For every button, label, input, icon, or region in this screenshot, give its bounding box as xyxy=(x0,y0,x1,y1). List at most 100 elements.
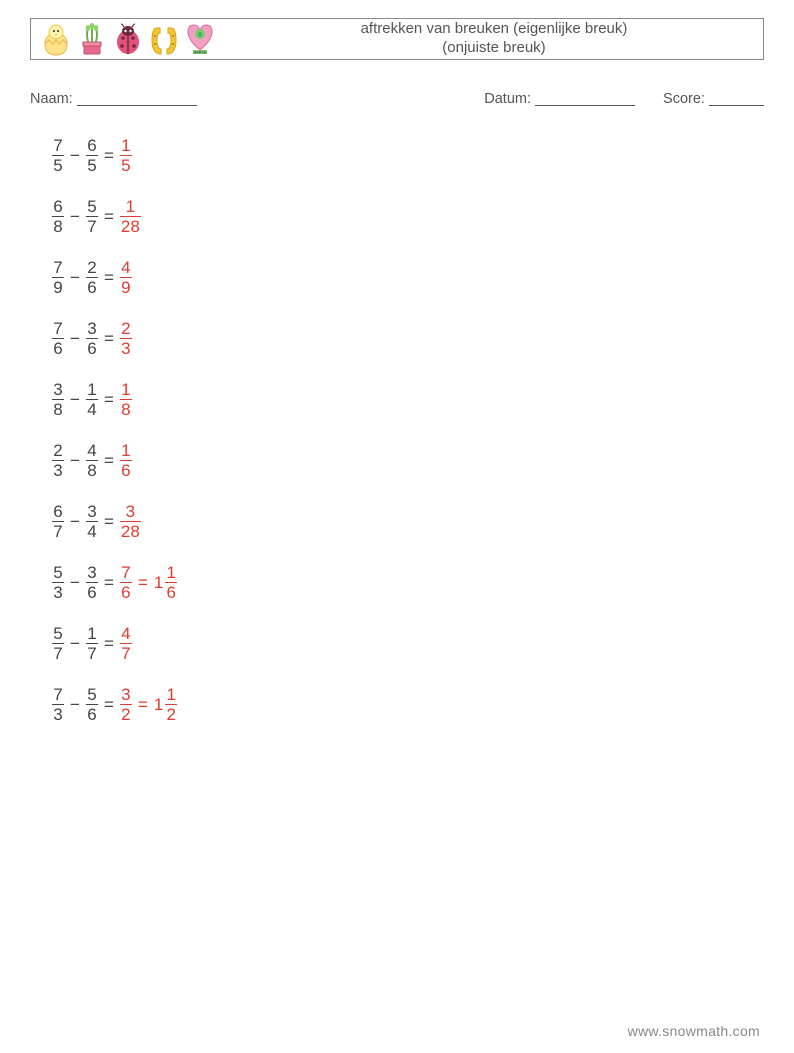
fraction: 73 xyxy=(52,686,64,723)
answer: 47 xyxy=(120,625,132,662)
operator: = xyxy=(104,268,114,288)
operator: = xyxy=(104,146,114,166)
problem-row: 73−56 = 32 = 112 xyxy=(52,686,764,723)
operator: = xyxy=(138,573,148,593)
plant-pot-icon xyxy=(77,22,107,56)
fraction: 36 xyxy=(86,564,98,601)
fraction: 79 xyxy=(52,259,64,296)
answer: 76 = 116 xyxy=(120,564,177,601)
operator: − xyxy=(70,573,80,593)
operator: = xyxy=(138,695,148,715)
info-row: Naam: Datum: Score: xyxy=(30,88,764,107)
fraction: 57 xyxy=(52,625,64,662)
date-label: Datum: xyxy=(484,91,531,107)
fraction: 76 xyxy=(52,320,64,357)
answer: 16 xyxy=(120,442,132,479)
operator: − xyxy=(70,268,80,288)
header-icons: 8 MARCH xyxy=(41,22,215,56)
fraction: 75 xyxy=(52,137,64,174)
fraction: 36 xyxy=(86,320,98,357)
chick-egg-icon xyxy=(41,22,71,56)
fraction: 15 xyxy=(120,137,132,174)
fraction: 76 xyxy=(120,564,132,601)
fraction: 128 xyxy=(120,198,141,235)
operator: − xyxy=(70,512,80,532)
worksheet-page: 8 MARCH aftrekken van breuken (eigenlijk… xyxy=(0,0,794,1053)
problem-row: 79−26 = 49 xyxy=(52,259,764,296)
fraction: 53 xyxy=(52,564,64,601)
fraction: 12 xyxy=(165,686,177,723)
problems-list: 75−65=1568−57=12879−26=4976−36=2338−14=1… xyxy=(30,137,764,723)
problem-row: 76−36 = 23 xyxy=(52,320,764,357)
operator: = xyxy=(104,695,114,715)
fraction: 16 xyxy=(120,442,132,479)
fraction: 48 xyxy=(86,442,98,479)
fraction: 32 xyxy=(120,686,132,723)
answer: 23 xyxy=(120,320,132,357)
answer: 328 xyxy=(120,503,141,540)
fraction: 57 xyxy=(86,198,98,235)
operator: − xyxy=(70,695,80,715)
fraction: 68 xyxy=(52,198,64,235)
fraction: 16 xyxy=(165,564,177,601)
fraction: 328 xyxy=(120,503,141,540)
operator: = xyxy=(104,573,114,593)
answer: 32 = 112 xyxy=(120,686,177,723)
score-label: Score: xyxy=(663,91,705,107)
problem-row: 57−17 = 47 xyxy=(52,625,764,662)
title-line2: (onjuiste breuk) xyxy=(235,39,753,58)
worksheet-title: aftrekken van breuken (eigenlijke breuk)… xyxy=(215,20,753,58)
header-box: 8 MARCH aftrekken van breuken (eigenlijk… xyxy=(30,18,764,60)
answer: 49 xyxy=(120,259,132,296)
fraction: 23 xyxy=(120,320,132,357)
name-blank[interactable] xyxy=(77,91,197,106)
problem-row: 38−14 = 18 xyxy=(52,381,764,418)
fraction: 56 xyxy=(86,686,98,723)
fraction: 38 xyxy=(52,381,64,418)
horseshoe-icon xyxy=(149,22,179,56)
answer: 15 xyxy=(120,137,132,174)
fraction: 14 xyxy=(86,381,98,418)
mixed-number: 116 xyxy=(154,564,177,601)
fraction: 23 xyxy=(52,442,64,479)
heart-march-icon: 8 MARCH xyxy=(185,22,215,56)
operator: = xyxy=(104,634,114,654)
score-field: Score: xyxy=(663,88,764,107)
date-blank[interactable] xyxy=(535,91,635,106)
operator: − xyxy=(70,390,80,410)
answer: 18 xyxy=(120,381,132,418)
score-blank[interactable] xyxy=(709,91,764,106)
footer-url: www.snowmath.com xyxy=(628,1023,760,1039)
problem-row: 23−48 = 16 xyxy=(52,442,764,479)
operator: = xyxy=(104,329,114,349)
operator: = xyxy=(104,207,114,227)
operator: − xyxy=(70,146,80,166)
fraction: 17 xyxy=(86,625,98,662)
name-field: Naam: xyxy=(30,88,484,107)
operator: = xyxy=(104,390,114,410)
operator: − xyxy=(70,634,80,654)
operator: − xyxy=(70,329,80,349)
problem-row: 75−65 = 15 xyxy=(52,137,764,174)
svg-text:MARCH: MARCH xyxy=(193,51,206,55)
fraction: 26 xyxy=(86,259,98,296)
answer: 128 xyxy=(120,198,141,235)
mixed-number: 112 xyxy=(154,686,177,723)
fraction: 49 xyxy=(120,259,132,296)
operator: = xyxy=(104,451,114,471)
svg-text:8: 8 xyxy=(198,32,202,39)
ladybug-icon xyxy=(113,22,143,56)
fraction: 67 xyxy=(52,503,64,540)
fraction: 47 xyxy=(120,625,132,662)
problem-row: 67−34 = 328 xyxy=(52,503,764,540)
name-label: Naam: xyxy=(30,91,73,107)
problem-row: 53−36 = 76 = 116 xyxy=(52,564,764,601)
fraction: 65 xyxy=(86,137,98,174)
date-field: Datum: xyxy=(484,88,635,107)
fraction: 18 xyxy=(120,381,132,418)
operator: − xyxy=(70,207,80,227)
operator: = xyxy=(104,512,114,532)
problem-row: 68−57 = 128 xyxy=(52,198,764,235)
operator: − xyxy=(70,451,80,471)
fraction: 34 xyxy=(86,503,98,540)
